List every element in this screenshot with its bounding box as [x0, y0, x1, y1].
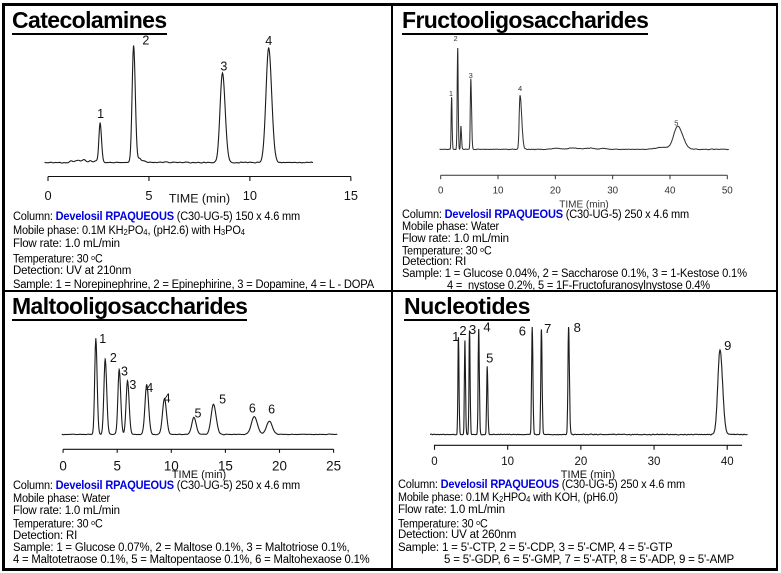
svg-text:TIME (min): TIME (min) [559, 200, 608, 211]
svg-text:0: 0 [438, 186, 444, 197]
svg-text:5: 5 [219, 393, 226, 407]
svg-text:5: 5 [195, 407, 202, 421]
svg-text:TIME (min): TIME (min) [169, 192, 230, 206]
svg-text:2: 2 [142, 33, 149, 47]
svg-text:1: 1 [99, 332, 106, 346]
svg-text:5: 5 [486, 351, 493, 366]
svg-text:3: 3 [220, 59, 227, 73]
svg-text:0: 0 [59, 458, 66, 473]
svg-text:2: 2 [454, 34, 458, 43]
svg-text:10: 10 [493, 186, 504, 197]
svg-text:1: 1 [97, 107, 104, 121]
svg-text:1: 1 [449, 89, 453, 98]
svg-text:20: 20 [272, 458, 287, 473]
svg-text:6: 6 [249, 402, 256, 416]
svg-text:4: 4 [518, 84, 522, 93]
svg-text:0: 0 [44, 188, 51, 203]
svg-text:5: 5 [113, 458, 120, 473]
svg-text:5: 5 [145, 188, 152, 203]
svg-text:7: 7 [544, 321, 551, 336]
svg-text:5: 5 [674, 119, 678, 128]
svg-text:30: 30 [648, 456, 661, 468]
svg-text:3: 3 [129, 378, 136, 392]
svg-text:15: 15 [344, 188, 358, 203]
svg-text:3: 3 [121, 365, 128, 379]
svg-text:15: 15 [218, 458, 233, 473]
svg-text:2: 2 [110, 351, 117, 365]
svg-text:10: 10 [164, 458, 179, 473]
svg-text:4: 4 [265, 34, 272, 48]
svg-text:10: 10 [243, 188, 257, 203]
svg-text:3: 3 [469, 71, 473, 80]
svg-text:4: 4 [164, 391, 171, 405]
svg-text:1: 1 [452, 329, 459, 344]
svg-text:50: 50 [722, 186, 733, 197]
svg-text:40: 40 [721, 456, 734, 468]
svg-text:0: 0 [431, 456, 437, 468]
svg-text:4: 4 [483, 320, 490, 335]
svg-text:6: 6 [268, 403, 275, 417]
svg-text:40: 40 [665, 186, 676, 197]
svg-text:2: 2 [459, 323, 466, 338]
svg-text:6: 6 [519, 324, 526, 339]
svg-text:30: 30 [607, 186, 618, 197]
svg-text:8: 8 [574, 320, 581, 335]
svg-text:TIME (min): TIME (min) [172, 469, 226, 481]
svg-text:20: 20 [574, 456, 587, 468]
svg-text:4: 4 [146, 381, 153, 395]
svg-text:3: 3 [469, 322, 476, 337]
svg-text:25: 25 [326, 458, 341, 473]
svg-text:10: 10 [501, 456, 514, 468]
svg-text:20: 20 [550, 186, 561, 197]
svg-text:9: 9 [724, 338, 731, 353]
svg-text:TIME (min): TIME (min) [561, 469, 615, 481]
